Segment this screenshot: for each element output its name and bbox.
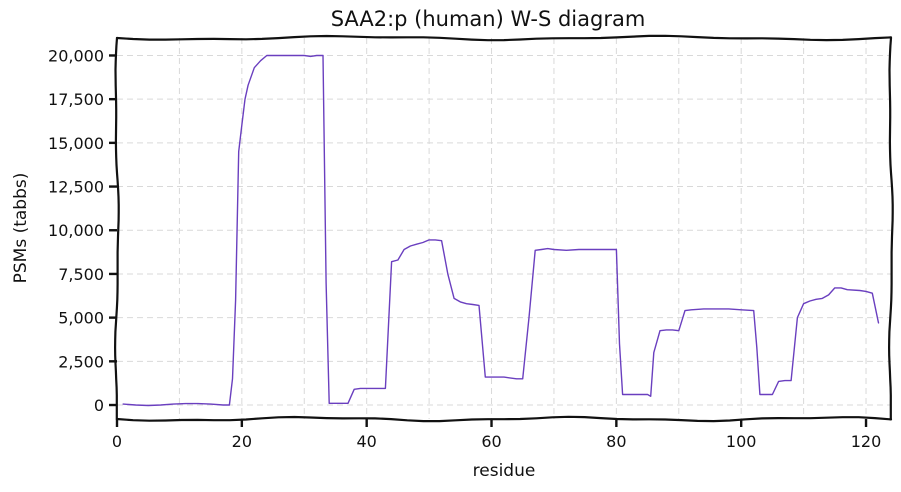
x-tick-label: 0 (112, 432, 122, 451)
frame-top (115, 34, 893, 42)
x-tick-label: 120 (851, 432, 882, 451)
x-tick-label: 100 (726, 432, 757, 451)
frame-bottom (115, 415, 893, 423)
y-tick-label: 20,000 (48, 46, 104, 65)
x-tick-label: 20 (232, 432, 252, 451)
ticks: 0 20 40 60 80 100 120 0 2,500 5,000 7,500 10,000 12,… (48, 46, 881, 451)
series-line-0 (122, 54, 880, 407)
frame-right (887, 36, 894, 421)
x-axis-label: residue (473, 461, 536, 481)
x-tick-label: 40 (356, 432, 376, 451)
y-tick-label: 17,500 (48, 90, 104, 109)
chart-title: SAA2:p (human) W-S diagram (331, 7, 646, 31)
y-tick-label: 0 (94, 396, 104, 415)
y-axis-label: PSMs (tabbs) (11, 173, 31, 284)
y-tick-label: 5,000 (58, 309, 104, 328)
y-tick-label: 7,500 (58, 265, 104, 284)
frame-left (113, 36, 120, 421)
x-tick-label: 60 (481, 432, 501, 451)
x-tick-label: 80 (606, 432, 626, 451)
y-tick-label: 12,500 (48, 178, 104, 197)
y-tick-label: 10,000 (48, 221, 104, 240)
plot-frame (113, 34, 894, 423)
y-tick-label: 15,000 (48, 134, 104, 153)
grid (117, 38, 891, 419)
series-layer (122, 54, 880, 407)
y-tick-label: 2,500 (58, 352, 104, 371)
